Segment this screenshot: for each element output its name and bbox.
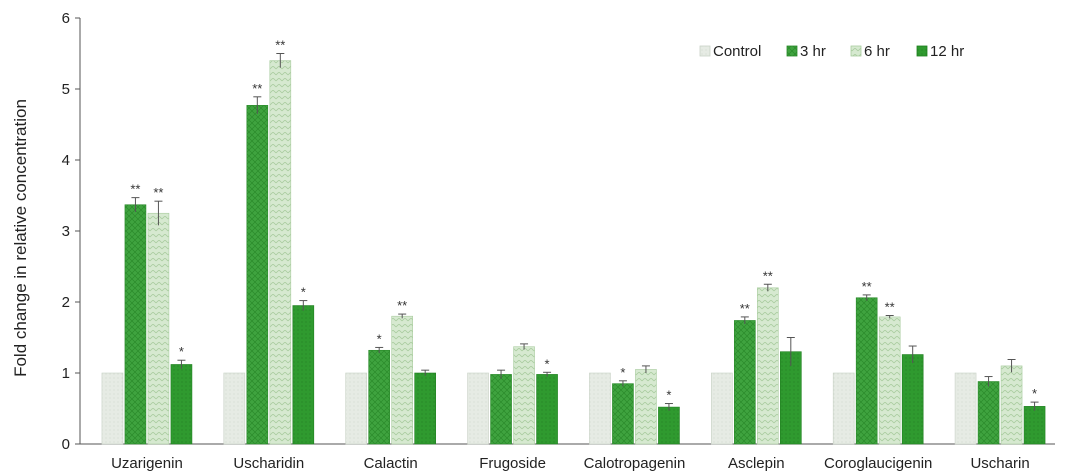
x-tick-label: Calotropagenin: [584, 455, 686, 472]
significance-marker: *: [666, 388, 671, 403]
bar-uzarigenin-control: [101, 372, 124, 445]
significance-marker: **: [885, 299, 895, 314]
x-tick-label: Calactin: [364, 455, 418, 472]
significance-marker: **: [397, 298, 407, 313]
x-tick-label: Frugoside: [479, 455, 546, 472]
y-tick-label: 1: [62, 365, 70, 382]
bar-uzarigenin-12hr: [170, 364, 193, 445]
legend-swatch: [786, 45, 798, 57]
bar-uscharidin-3hr: [246, 105, 269, 445]
y-axis-label: Fold change in relative concentration: [11, 99, 30, 377]
significance-marker: **: [153, 185, 163, 200]
bar-calactin-12hr: [414, 372, 436, 445]
significance-marker: **: [130, 182, 140, 197]
y-tick-label: 0: [62, 436, 70, 453]
legend-swatch: [916, 45, 928, 57]
x-tick-label: Asclepin: [728, 455, 785, 472]
bar-asclepin-6hr: [757, 287, 779, 445]
significance-marker: **: [275, 38, 285, 53]
bar-uzarigenin-6hr: [147, 212, 170, 445]
significance-marker: *: [545, 356, 550, 371]
bar-coroglaucigenin-12hr: [901, 354, 924, 445]
x-tick-label: Uscharidin: [233, 455, 304, 472]
bar-calotropagenin-3hr: [612, 383, 634, 445]
bar-uscharidin-12hr: [292, 305, 315, 445]
x-tick-label: Uscharin: [970, 455, 1029, 472]
bar-asclepin-control: [711, 372, 733, 445]
y-tick-label: 4: [62, 152, 70, 169]
bar-uscharidin-control: [223, 372, 246, 445]
legend-swatch: [850, 45, 862, 57]
x-tick-label: Coroglaucigenin: [824, 455, 932, 472]
significance-marker: *: [620, 365, 625, 380]
bar-frugoside-control: [467, 372, 489, 445]
y-tick-label: 2: [62, 294, 70, 311]
bar-calotropagenin-6hr: [635, 369, 657, 445]
bar-uscharin-control: [954, 372, 977, 445]
bar-asclepin-3hr: [734, 320, 756, 445]
y-tick-label: 3: [62, 223, 70, 240]
legend-label: 6 hr: [864, 43, 890, 60]
bar-uscharidin-6hr: [269, 60, 292, 445]
significance-marker: *: [1032, 386, 1037, 401]
significance-marker: *: [179, 344, 184, 359]
significance-marker: **: [740, 301, 750, 316]
significance-marker: **: [252, 81, 262, 96]
significance-marker: **: [862, 279, 872, 294]
y-tick-label: 6: [62, 10, 70, 27]
bar-uscharin-3hr: [977, 381, 1000, 445]
legend-label: 3 hr: [800, 43, 826, 60]
legend-swatch: [699, 45, 711, 57]
bar-coroglaucigenin-control: [832, 372, 855, 445]
bar-calactin-3hr: [368, 349, 390, 445]
legend: Control 3 hr 6 hr 12 hr: [699, 43, 964, 60]
legend-label: Control: [713, 43, 761, 60]
bar-frugoside-12hr: [536, 374, 558, 445]
bar-coroglaucigenin-6hr: [878, 316, 901, 445]
x-tick-label: Uzarigenin: [111, 455, 183, 472]
bar-uscharin-6hr: [1000, 365, 1023, 445]
bar-frugoside-6hr: [513, 346, 535, 445]
significance-marker: *: [301, 285, 306, 300]
bar-uzarigenin-3hr: [124, 204, 147, 445]
legend-label: 12 hr: [930, 43, 964, 60]
bar-coroglaucigenin-3hr: [855, 297, 878, 445]
significance-marker: *: [377, 331, 382, 346]
bar-calotropagenin-12hr: [658, 406, 680, 445]
bar-calotropagenin-control: [589, 372, 611, 445]
bar-uscharin-12hr: [1023, 406, 1046, 445]
significance-marker: **: [763, 268, 773, 283]
bar-frugoside-3hr: [490, 374, 512, 445]
bar-calactin-control: [345, 372, 367, 445]
y-tick-label: 5: [62, 81, 70, 98]
bar-calactin-6hr: [391, 315, 413, 445]
